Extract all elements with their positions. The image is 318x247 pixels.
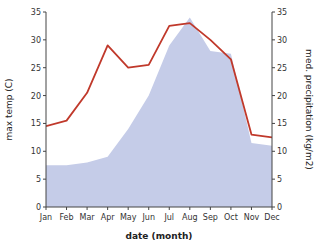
y-tick bbox=[43, 95, 46, 96]
y-tick-label: 15 bbox=[31, 119, 41, 128]
x-tick-label: Mar bbox=[80, 213, 96, 222]
x-tick bbox=[189, 207, 190, 210]
x-tick bbox=[230, 207, 231, 210]
x-tick-label: Dec bbox=[264, 213, 279, 222]
y2-tick bbox=[272, 95, 275, 96]
y-tick bbox=[43, 207, 46, 208]
y2-axis-line bbox=[272, 12, 273, 207]
y-tick-label: 0 bbox=[36, 203, 41, 212]
y-tick-label: 20 bbox=[31, 92, 41, 101]
x-tick-label: Nov bbox=[244, 213, 260, 222]
chart: JanFebMarAprMayJunJulAugSepOctNovDec0510… bbox=[0, 0, 318, 247]
temperature-line bbox=[46, 23, 272, 137]
y2-tick bbox=[272, 179, 275, 180]
y-tick bbox=[43, 12, 46, 13]
x-tick-label: Oct bbox=[224, 213, 238, 222]
y-axis-label: max temp (C) bbox=[4, 78, 14, 140]
y-tick-label: 5 bbox=[36, 175, 41, 184]
x-tick bbox=[251, 207, 252, 210]
x-tick-label: Apr bbox=[101, 213, 116, 222]
y2-tick bbox=[272, 12, 275, 13]
precipitation-area bbox=[46, 18, 272, 207]
y2-tick-label: 25 bbox=[277, 64, 287, 73]
x-tick-label: Jun bbox=[141, 213, 155, 222]
x-axis-line bbox=[46, 207, 272, 208]
plot-area bbox=[46, 18, 272, 207]
y-tick bbox=[43, 179, 46, 180]
y2-tick-label: 5 bbox=[277, 175, 282, 184]
x-tick bbox=[128, 207, 129, 210]
y-tick-label: 25 bbox=[31, 64, 41, 73]
x-tick bbox=[107, 207, 108, 210]
x-tick-label: Jul bbox=[163, 213, 174, 222]
x-tick-label: Feb bbox=[59, 213, 73, 222]
y-tick-label: 35 bbox=[31, 8, 41, 17]
y2-tick-label: 10 bbox=[277, 147, 287, 156]
x-tick bbox=[148, 207, 149, 210]
y2-tick bbox=[272, 123, 275, 124]
x-tick bbox=[169, 207, 170, 210]
y-tick bbox=[43, 67, 46, 68]
y-tick bbox=[43, 123, 46, 124]
y-tick-label: 10 bbox=[31, 147, 41, 156]
y2-tick-label: 15 bbox=[277, 119, 287, 128]
y-axis-line bbox=[46, 12, 47, 207]
x-axis-label: date (month) bbox=[126, 231, 193, 241]
x-tick-label: Sep bbox=[203, 213, 218, 222]
x-tick bbox=[66, 207, 67, 210]
y2-axis-label: med. precipitation (kg/m2) bbox=[304, 49, 314, 170]
x-tick-label: May bbox=[120, 213, 137, 222]
y2-tick-label: 20 bbox=[277, 92, 287, 101]
y2-tick bbox=[272, 67, 275, 68]
x-tick bbox=[210, 207, 211, 210]
y2-tick-label: 0 bbox=[277, 203, 282, 212]
y-tick-label: 30 bbox=[31, 36, 41, 45]
x-tick bbox=[87, 207, 88, 210]
y2-tick bbox=[272, 151, 275, 152]
y-tick bbox=[43, 151, 46, 152]
y-tick bbox=[43, 39, 46, 40]
y2-tick bbox=[272, 207, 275, 208]
y2-tick-label: 35 bbox=[277, 8, 287, 17]
x-tick-label: Aug bbox=[182, 213, 198, 222]
y2-tick-label: 30 bbox=[277, 36, 287, 45]
x-tick-label: Jan bbox=[39, 213, 52, 222]
y2-tick bbox=[272, 39, 275, 40]
